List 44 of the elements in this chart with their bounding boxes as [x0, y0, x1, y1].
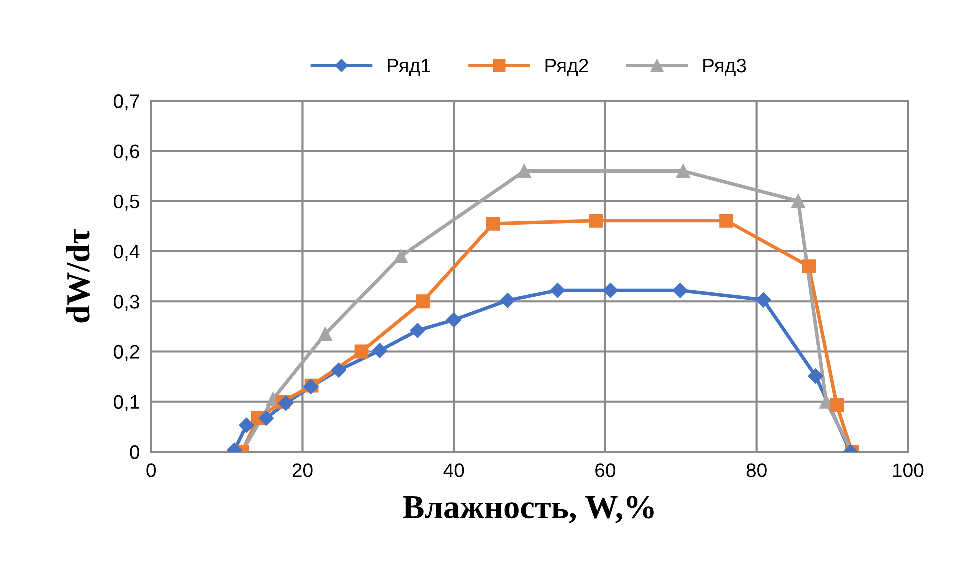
point — [676, 164, 690, 178]
legend-label: Ряд3 — [704, 58, 746, 76]
legend-label: Ряд1 — [388, 59, 430, 76]
point — [830, 398, 844, 412]
point — [278, 396, 294, 411]
legend-label: Ряд2 — [546, 58, 588, 76]
point — [756, 292, 772, 308]
point — [416, 294, 430, 309]
point — [486, 216, 500, 231]
point — [410, 323, 426, 338]
point — [331, 362, 347, 378]
y-tick-label: 0,5 — [114, 194, 140, 211]
y-tick-label: 0 — [130, 445, 140, 460]
x-tick-label: 60 — [596, 464, 616, 478]
x-axis-title: Влажность, W,% — [403, 496, 654, 524]
point — [808, 368, 824, 384]
x-tick-label: 80 — [746, 464, 767, 478]
point — [500, 293, 516, 308]
point — [720, 214, 734, 228]
y-tick-label: 0,1 — [114, 395, 140, 412]
point — [603, 283, 618, 298]
y-tick-label: 0,4 — [114, 244, 140, 262]
y-tick-label: 0,2 — [114, 345, 140, 362]
point — [672, 283, 688, 298]
point — [802, 260, 816, 274]
point — [446, 312, 462, 328]
y-axis-title: dW/dτ — [66, 229, 90, 323]
point — [394, 250, 408, 264]
point — [318, 327, 332, 342]
x-tick-label: 40 — [444, 464, 464, 478]
point — [550, 283, 566, 298]
y-tick-label: 0,7 — [114, 94, 140, 111]
x-tick-label: 0 — [146, 464, 156, 478]
point — [518, 164, 532, 178]
point — [792, 194, 806, 208]
point — [239, 418, 254, 434]
point — [354, 344, 369, 359]
x-tick-label: 100 — [893, 464, 924, 478]
point — [372, 343, 388, 358]
point — [258, 410, 274, 426]
y-tick-label: 0,6 — [114, 144, 140, 161]
y-tick-label: 0,3 — [114, 295, 140, 312]
x-tick-label: 20 — [292, 464, 313, 478]
point — [589, 214, 604, 228]
